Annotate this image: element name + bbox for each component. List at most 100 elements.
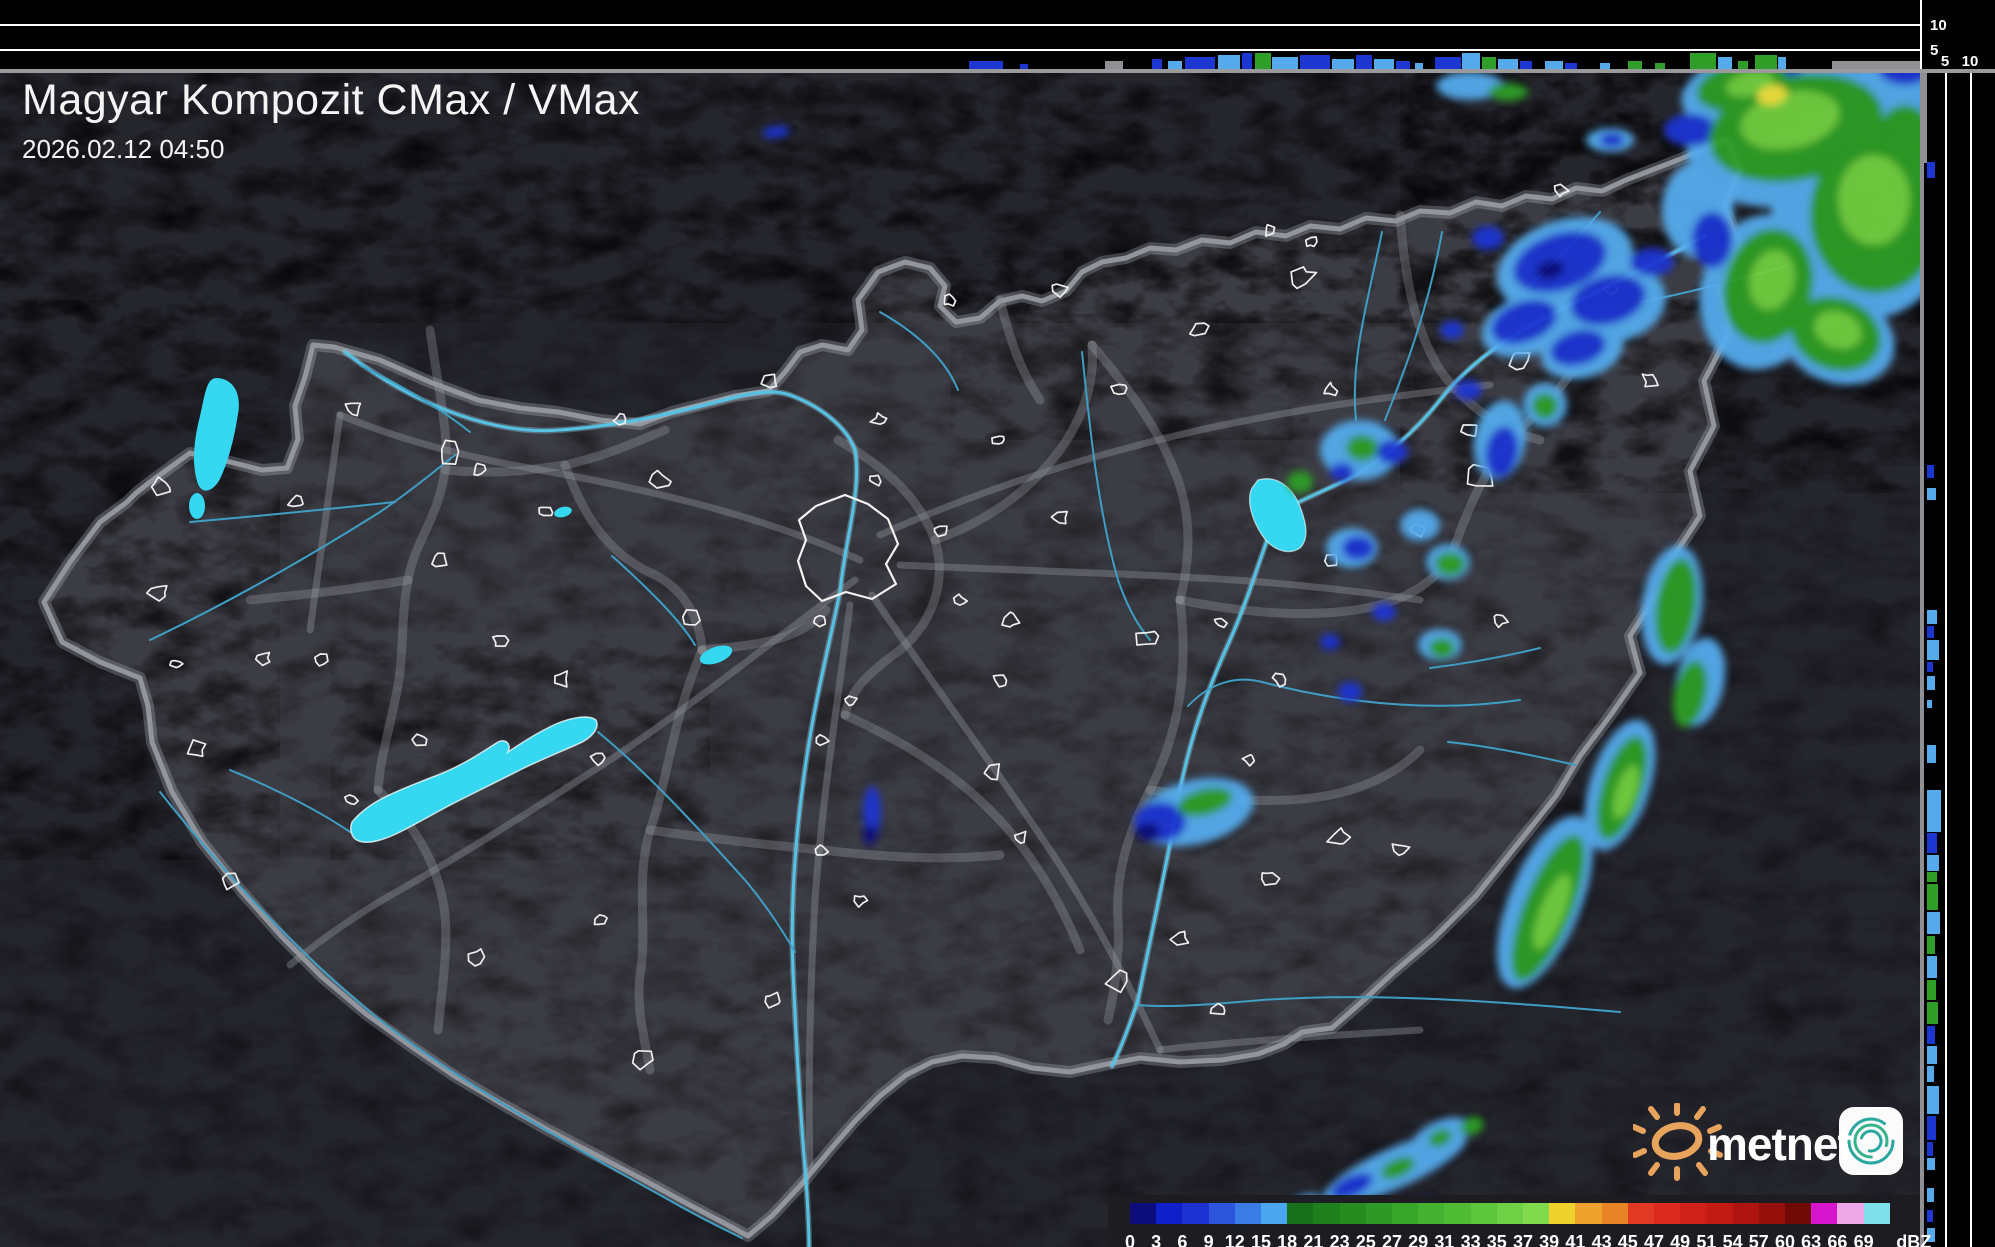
map-echo-cell [1342,536,1374,560]
top-echo [1482,57,1496,69]
map-echo-cell [1532,393,1558,419]
scale-color-block [1470,1203,1498,1224]
settlement-outline [1241,753,1256,767]
map-echo-cell [863,825,877,845]
top-echo [1498,59,1518,69]
map-echo-cell [1320,634,1340,650]
map-echo-cell [1879,73,1920,85]
map-area [0,73,1920,1247]
outside-shade [0,73,1920,1247]
scale-tick-label: 33 [1460,1232,1481,1247]
settlement-outline [440,439,460,465]
right-echo [1927,662,1933,672]
map-echo-cell [1877,105,1920,175]
top-echo [1356,55,1372,69]
scale-color-block [1837,1203,1865,1224]
map-echo-cell [1491,299,1557,345]
top-echo [1545,61,1563,69]
top-echo [1565,63,1577,69]
scale-tick-label: 69 [1853,1232,1874,1247]
right-echo [1927,700,1932,708]
scale-color-block [1339,1203,1367,1224]
scale-color-block [1549,1203,1576,1224]
settlement-outlines [145,183,1659,1071]
sun-rays [1631,1102,1723,1181]
scale-color-block [1392,1203,1419,1224]
scale-tick-label: 12 [1224,1232,1245,1247]
map-echo-cell [1570,274,1646,326]
settlement-outline [1493,613,1510,629]
map-echo-cell [1460,1116,1484,1136]
top-echo [1520,61,1532,69]
settlement-outline [952,593,969,606]
sun-icon [1631,1102,1903,1181]
settlement-outline [254,651,271,667]
right-echo [1927,1116,1936,1140]
right-echo [1927,162,1935,178]
map-echo-cell [1136,823,1160,841]
metnet-logo[interactable]: metnet [1631,1102,1913,1185]
scale-color-block [1444,1203,1472,1224]
scale-color-block [1654,1203,1681,1224]
settlement-outline [992,674,1008,688]
right-profile-echoes [1927,162,1941,1242]
scale-color-block [1496,1203,1524,1224]
settlement-outline [1260,871,1281,886]
right-echo [1927,1142,1933,1156]
top-echo [1396,61,1410,69]
scale-color-block [1208,1203,1236,1224]
settlement-outline [869,412,888,426]
settlement-outline [344,402,362,417]
settlement-outline [343,794,359,806]
timestamp: 2026.02.12 04:50 [22,134,225,164]
right-echo [1927,626,1934,638]
settlement-outline [1209,1002,1226,1016]
scale-tick-label: 43 [1591,1232,1612,1247]
settlement-outline [812,614,827,628]
map-echo-cell [1814,311,1862,349]
scale-tick-label: 41 [1565,1232,1586,1247]
right-echo [1927,610,1937,624]
settlement-outline [1001,611,1021,628]
scale-tick-label: 57 [1748,1232,1769,1247]
scale-tick-label: 15 [1250,1232,1272,1247]
map-echo-cell [1749,250,1795,310]
map-echo-cell [863,786,881,838]
top-axis-label: 10 [1930,17,1947,34]
map-echo-cell [1428,1129,1452,1147]
top-echo [1415,63,1423,69]
settlement-outline [221,872,240,891]
top-echo [969,61,1003,69]
scale-tick-label: 9 [1203,1232,1214,1247]
settlement-outline [1271,672,1287,688]
settlement-outline [1169,930,1190,946]
radar-echoes [762,73,1920,1238]
top-profile-line-5km [0,49,1920,51]
settlement-outline [933,525,948,538]
page-title: Magyar Kompozit CMax / VMax [22,76,641,124]
right-echo [1927,745,1936,763]
right-echo [1927,1188,1934,1202]
settlement-outline [815,733,830,747]
settlement-outline [589,752,606,767]
right-echo [1927,790,1941,832]
scale-color-block [1680,1203,1707,1224]
scale-color-block [1261,1203,1288,1224]
corner-divider-line [1920,0,1922,71]
top-echo [1272,57,1298,69]
scale-tick-label: 27 [1381,1232,1403,1247]
scale-tick-label: 37 [1512,1232,1534,1247]
settlement-outline [1290,266,1318,290]
map-echo-cell [1513,231,1607,293]
scale-unit-label: dBZ [1896,1232,1932,1247]
scale-tick-label: 18 [1277,1232,1298,1247]
map-echo-cell [1372,603,1396,621]
settlement-outline [314,653,329,667]
right-echo [1927,465,1934,478]
top-echo [1185,57,1215,69]
lake-balaton [349,716,598,844]
settlement-outline [983,763,1001,781]
settlement-outline [1110,383,1128,396]
scale-tick-label: 47 [1643,1232,1665,1247]
